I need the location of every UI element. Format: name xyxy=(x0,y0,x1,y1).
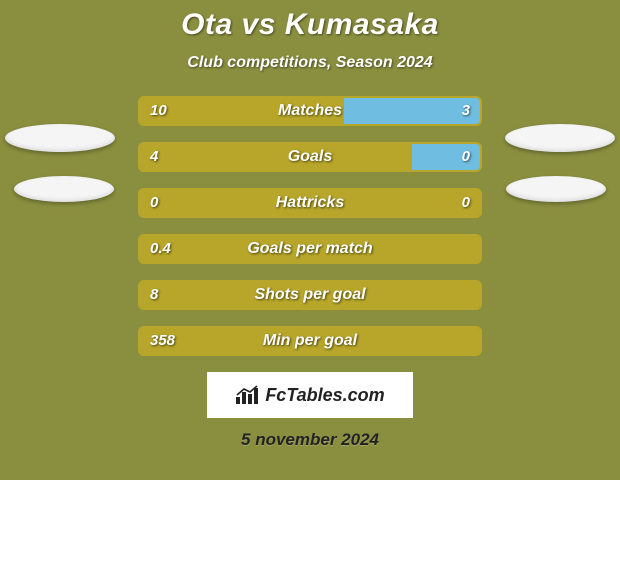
page-title: Ota vs Kumasaka xyxy=(0,8,620,42)
subtitle: Club competitions, Season 2024 xyxy=(0,54,620,72)
stat-row: Min per goal358 xyxy=(70,326,550,356)
stat-bar xyxy=(138,96,482,126)
bar-left-fill xyxy=(140,190,480,216)
stat-bar xyxy=(138,142,482,172)
stat-bar xyxy=(138,326,482,356)
bar-left-fill xyxy=(140,144,412,170)
stat-bar xyxy=(138,188,482,218)
stat-row: Shots per goal8 xyxy=(70,280,550,310)
chart-icon xyxy=(235,385,261,405)
bar-right-fill xyxy=(412,144,480,170)
stat-bar xyxy=(138,234,482,264)
bar-left-fill xyxy=(140,282,480,308)
stat-row: Goals40 xyxy=(70,142,550,172)
bar-left-fill xyxy=(140,328,480,354)
stat-row: Hattricks00 xyxy=(70,188,550,218)
logo-text: FcTables.com xyxy=(265,385,384,406)
bar-left-fill xyxy=(140,236,480,262)
date-label: 5 november 2024 xyxy=(0,430,620,450)
comparison-widget: Ota vs Kumasaka Club competitions, Seaso… xyxy=(0,0,620,480)
stat-row: Matches103 xyxy=(70,96,550,126)
logo-badge[interactable]: FcTables.com xyxy=(207,372,413,418)
stat-row: Goals per match0.4 xyxy=(70,234,550,264)
stat-bar xyxy=(138,280,482,310)
bar-left-fill xyxy=(140,98,344,124)
stat-rows: Matches103 Goals40 Hattricks00 Goals per ma… xyxy=(70,96,550,356)
bar-right-fill xyxy=(344,98,480,124)
